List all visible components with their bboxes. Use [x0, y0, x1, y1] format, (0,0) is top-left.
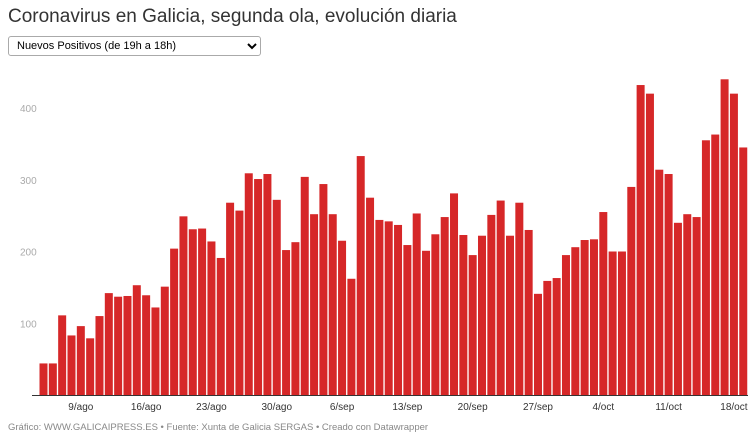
bar [720, 79, 729, 396]
bar [151, 307, 160, 395]
x-tick-label: 11/oct [655, 402, 682, 413]
bar [394, 224, 403, 395]
bar [328, 214, 337, 395]
bar [459, 234, 468, 395]
bar [39, 363, 48, 395]
bar [543, 280, 552, 395]
bar [422, 250, 431, 395]
bar [198, 228, 207, 395]
x-tick-label: 18/oct [720, 402, 747, 413]
bar [254, 179, 263, 395]
bar [104, 293, 113, 395]
bar [627, 186, 636, 395]
bar [412, 213, 421, 395]
bar [561, 255, 570, 395]
bar [282, 250, 291, 395]
bar [571, 247, 580, 395]
bar [244, 173, 253, 395]
bar [272, 199, 281, 395]
bar [711, 134, 720, 396]
x-tick-label: 4/oct [592, 402, 614, 413]
bar [552, 278, 561, 395]
bar [729, 93, 738, 396]
bar [739, 147, 748, 395]
bar [188, 229, 197, 395]
bar [48, 363, 57, 395]
bar [692, 217, 701, 395]
x-tick-label: 13/sep [392, 402, 422, 413]
bar [487, 214, 496, 395]
bar [403, 245, 412, 395]
x-tick-label: 23/ago [196, 402, 227, 413]
bar [701, 140, 710, 395]
bar [216, 257, 225, 395]
bar [310, 214, 319, 395]
bar [132, 285, 141, 395]
x-tick-label: 20/sep [458, 402, 488, 413]
bar [608, 251, 617, 395]
bar [645, 93, 654, 396]
bar [524, 229, 533, 395]
bar [599, 212, 608, 395]
y-tick-label: 100 [20, 319, 37, 330]
bar [450, 193, 459, 395]
bar [655, 169, 664, 395]
bar [636, 85, 645, 395]
bar [506, 235, 514, 395]
bar [142, 295, 151, 395]
bar [366, 197, 375, 395]
bar-chart: 100 200 300 400 9/ago 16/ago 23/ago 30/ago 6/sep… [20, 79, 748, 413]
bar [123, 295, 132, 395]
bar [95, 316, 104, 395]
x-tick-label: 16/ago [131, 402, 162, 413]
bar [76, 326, 85, 395]
bar [226, 202, 235, 395]
x-tick-label: 6/sep [330, 402, 355, 413]
bar [431, 234, 440, 395]
bar [207, 241, 216, 395]
bar [67, 335, 76, 395]
y-tick-label: 300 [20, 176, 37, 187]
bar [440, 217, 449, 395]
y-tick-label: 200 [20, 248, 37, 259]
bar [356, 156, 365, 395]
footer-credits: Gráfico: WWW.GALICAIPRESS.ES • Fuente: X… [8, 422, 429, 433]
bar [338, 240, 347, 395]
bar [263, 174, 272, 395]
bar [673, 222, 682, 395]
bar [375, 219, 384, 395]
bar [179, 216, 188, 395]
bar [533, 293, 542, 395]
bar [86, 338, 95, 395]
y-tick-label: 400 [20, 104, 37, 115]
bar [384, 221, 393, 395]
bar [291, 242, 300, 395]
x-tick-label: 30/ago [261, 402, 292, 413]
bar [114, 296, 123, 395]
bar [468, 255, 477, 395]
bar [319, 184, 328, 395]
chart-title: Coronavirus en Galicia, segunda ola, evo… [8, 6, 457, 27]
bar [617, 251, 626, 395]
bar [170, 248, 179, 395]
bar [235, 210, 244, 395]
bar [347, 278, 356, 395]
bar [515, 202, 524, 395]
bar [58, 315, 67, 395]
x-tick-label: 27/sep [523, 402, 553, 413]
x-tick-label: 9/ago [68, 402, 93, 413]
bar [580, 240, 589, 395]
bar [683, 214, 692, 395]
bar [478, 235, 487, 395]
bar [160, 286, 169, 395]
bar [664, 174, 673, 395]
bar [589, 239, 598, 395]
metric-select[interactable]: Nuevos Positivos (de 19h a 18h) [8, 36, 261, 56]
bar [300, 176, 309, 395]
bar [496, 200, 505, 395]
